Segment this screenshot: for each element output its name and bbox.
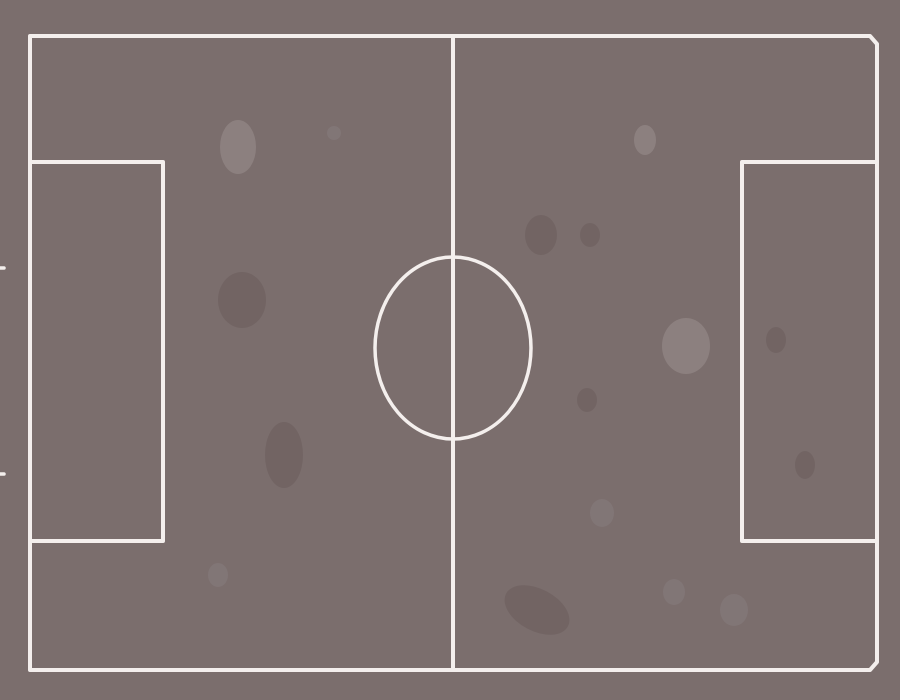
worn-patch-faint [208,563,228,587]
worn-patch-dark [265,422,303,488]
worn-patch-dark [580,223,600,247]
worn-patch-dark [577,388,597,412]
worn-patch-dark [795,451,815,479]
left-penalty-box [28,160,165,543]
center-circle [373,255,533,441]
worn-patch-dark [218,272,266,328]
worn-patch-dark [766,327,786,353]
worn-patch-light [634,125,656,155]
worn-patch-faint [720,594,748,626]
worn-patch-dark [525,215,557,255]
worn-patch-faint [663,579,685,605]
worn-patch-faint [590,499,614,527]
pitch-boundary [28,34,879,672]
worn-patch-faint [327,126,341,140]
worn-patch-light [662,318,710,374]
worn-patch-dark [504,585,570,635]
worn-patch-light [220,120,256,174]
right-penalty-box [740,160,879,543]
